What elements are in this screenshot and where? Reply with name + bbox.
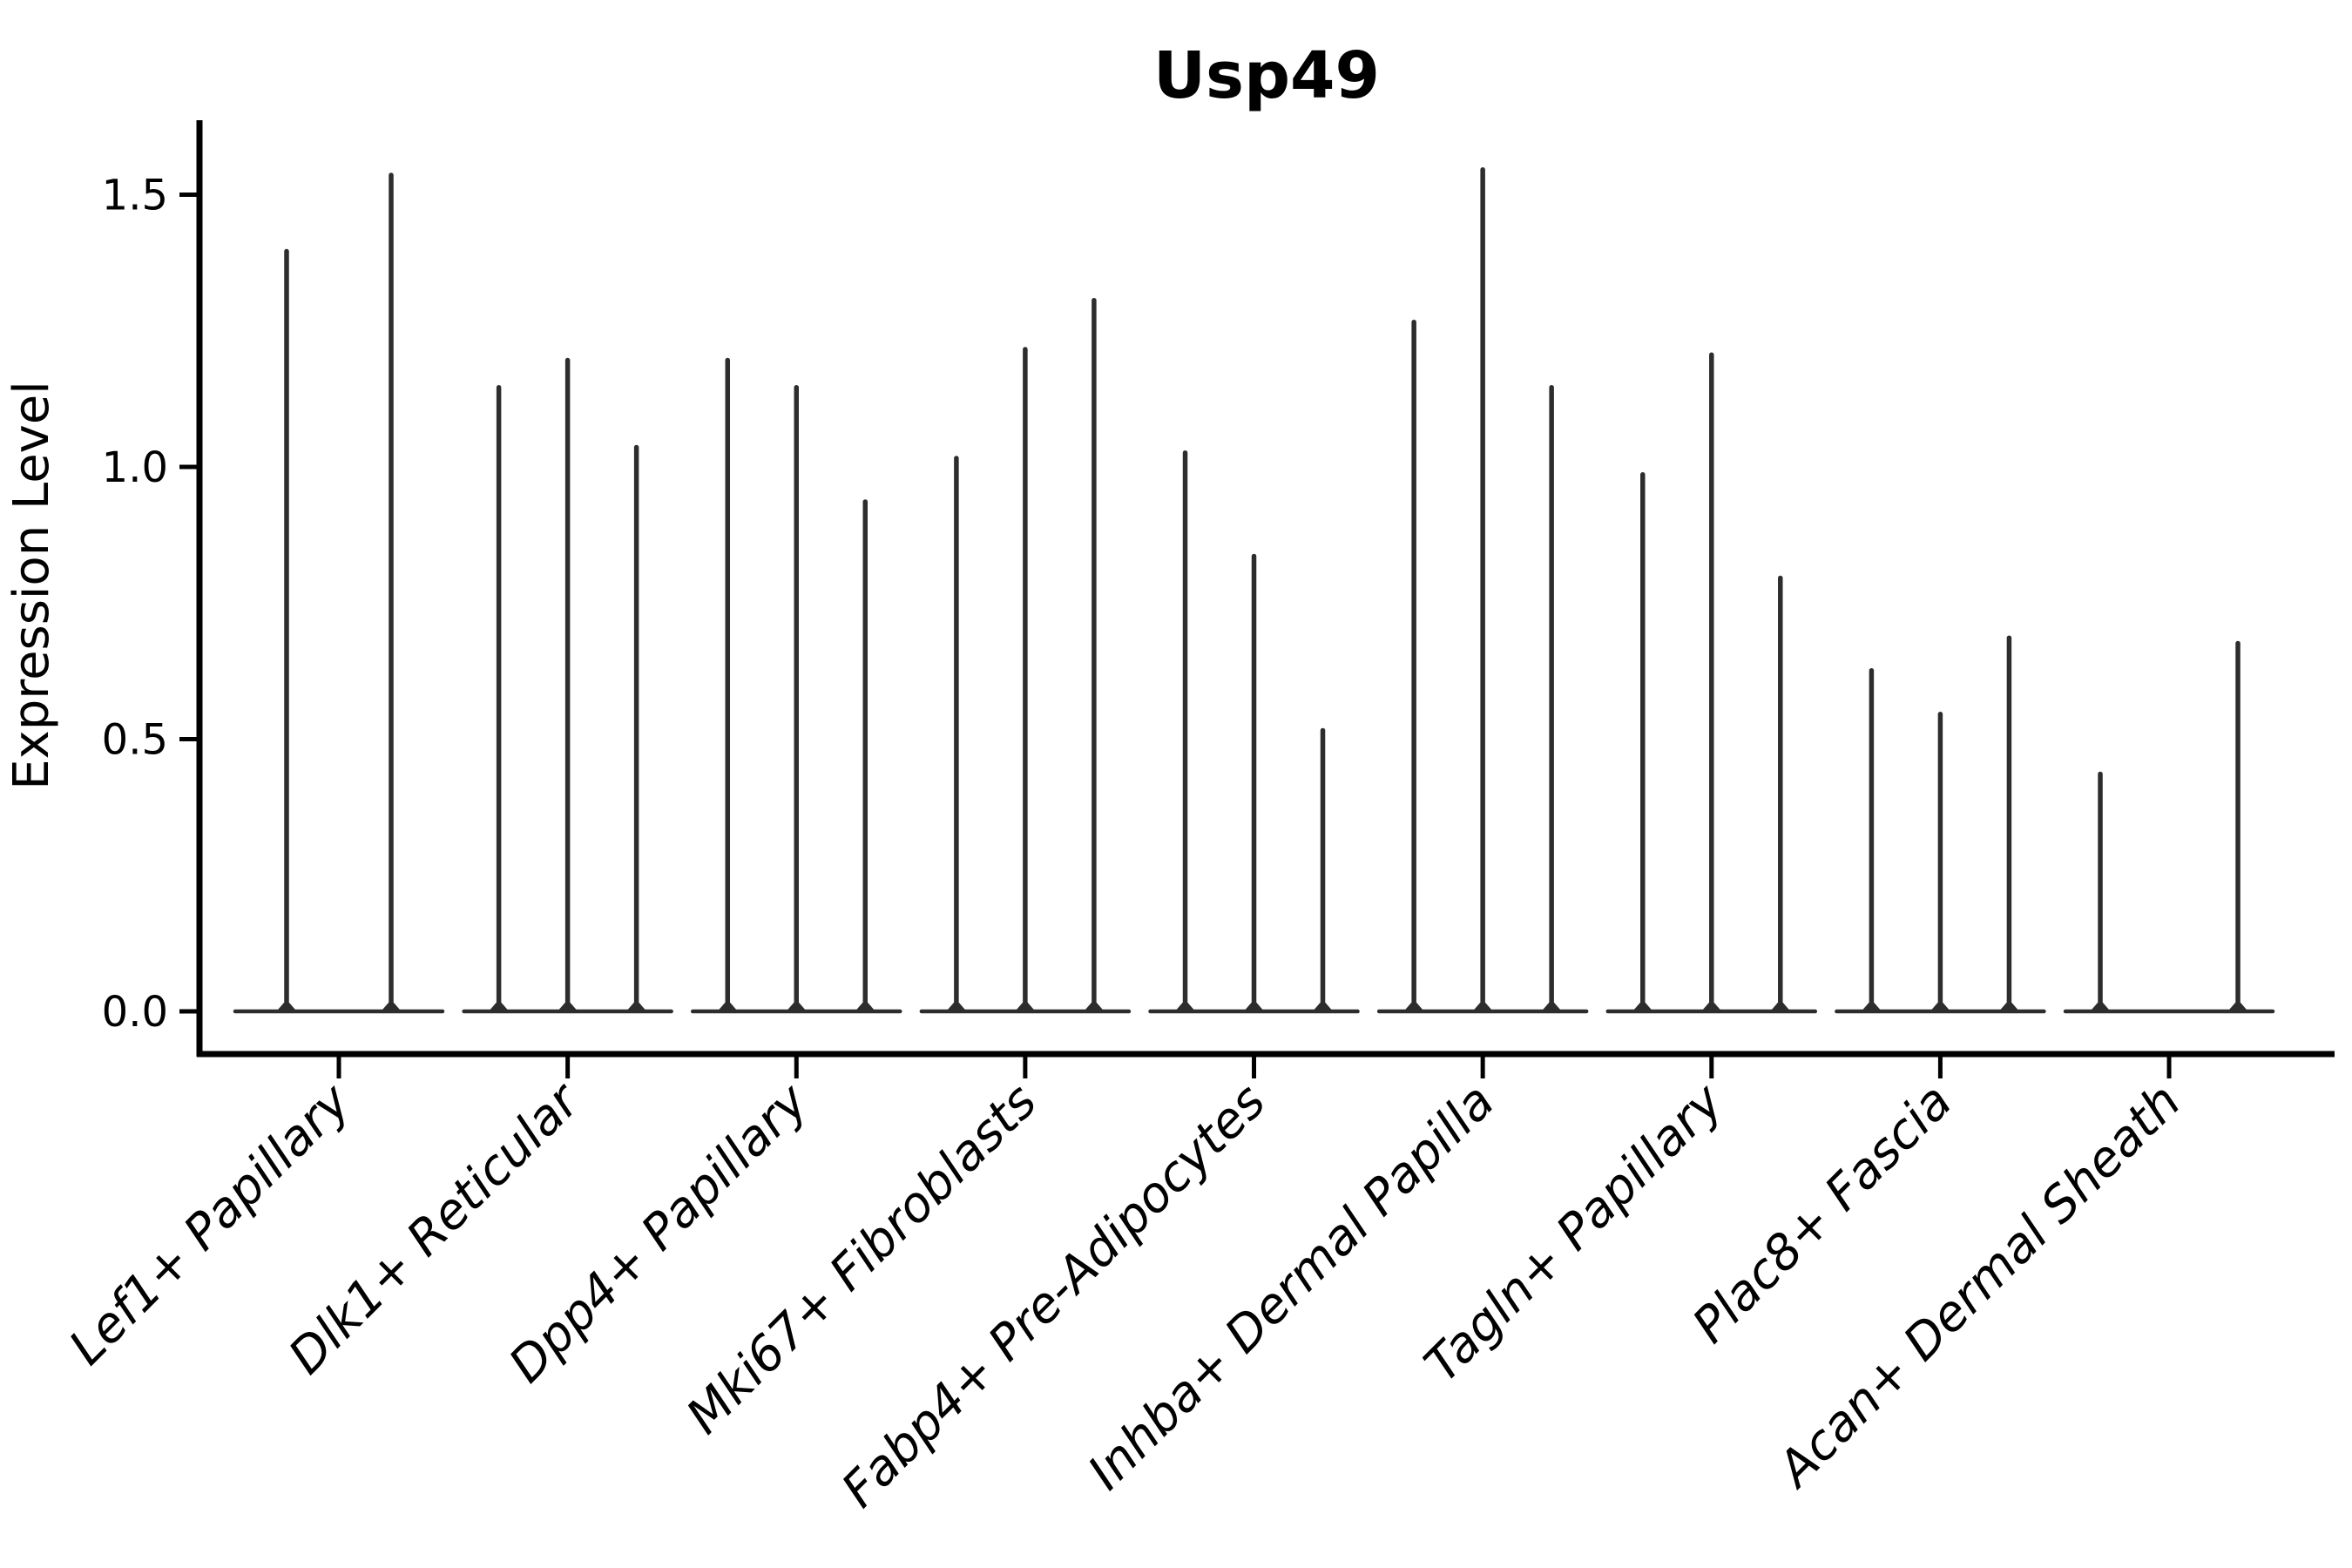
y-tick-label: 0.0 (102, 988, 168, 1037)
violin-group (1835, 635, 2046, 1014)
violin-group (1148, 450, 1360, 1014)
chart-title: Usp49 (1153, 38, 1380, 113)
y-axis-label: Expression Level (3, 381, 60, 790)
x-axis-ticks (336, 1054, 2172, 1078)
violin-group (919, 298, 1132, 1014)
y-axis-ticks: 0.0 0.5 1.0 1.5 (102, 171, 199, 1037)
y-tick-label: 1.0 (102, 443, 168, 492)
violin-group (2063, 640, 2275, 1014)
x-tick-label: Fabp4+ Pre-Adipocytes (831, 1073, 1276, 1518)
x-tick-label: Inhba+ Dermal Papilla (1078, 1073, 1505, 1501)
y-tick-label: 1.5 (102, 171, 168, 220)
violin-group (1605, 352, 1818, 1014)
x-tick-label: Acan+ Dermal Sheath (1766, 1073, 2192, 1499)
violin-group (691, 357, 902, 1014)
violin-group (233, 172, 445, 1014)
violin-group (462, 357, 673, 1014)
violin-group (1376, 167, 1589, 1014)
y-tick-label: 0.5 (102, 715, 168, 764)
violins (233, 167, 2275, 1014)
